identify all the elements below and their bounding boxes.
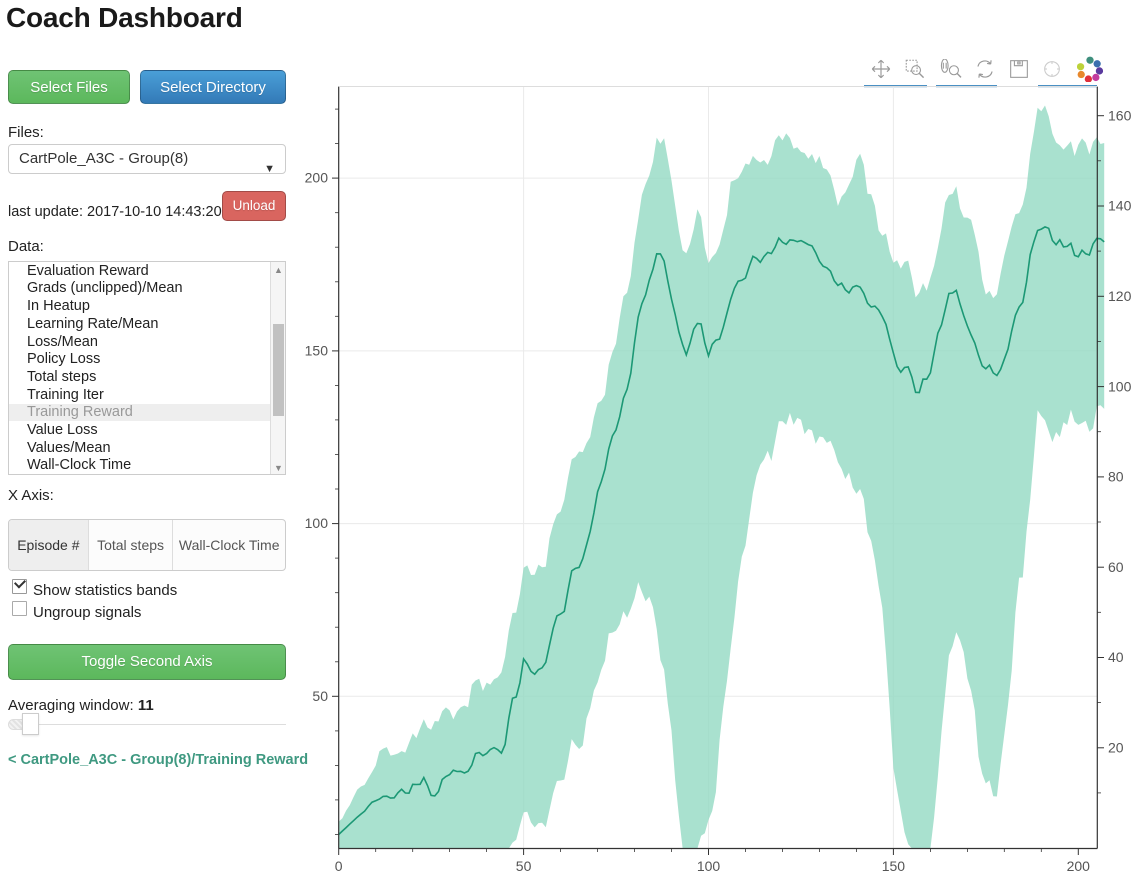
svg-text:100: 100 [1108, 378, 1132, 394]
svg-text:40: 40 [1108, 649, 1124, 665]
svg-text:120: 120 [1108, 288, 1132, 304]
svg-text:20: 20 [1108, 740, 1124, 756]
svg-text:50: 50 [516, 858, 532, 874]
svg-text:150: 150 [882, 858, 906, 874]
svg-text:100: 100 [697, 858, 721, 874]
svg-text:200: 200 [1067, 858, 1091, 874]
svg-text:200: 200 [305, 170, 329, 186]
svg-text:80: 80 [1108, 469, 1124, 485]
svg-text:0: 0 [335, 858, 343, 874]
svg-text:140: 140 [1108, 198, 1132, 214]
svg-text:150: 150 [305, 343, 329, 359]
svg-text:160: 160 [1108, 107, 1132, 123]
svg-text:60: 60 [1108, 559, 1124, 575]
svg-text:100: 100 [305, 515, 329, 531]
svg-text:50: 50 [312, 688, 328, 704]
